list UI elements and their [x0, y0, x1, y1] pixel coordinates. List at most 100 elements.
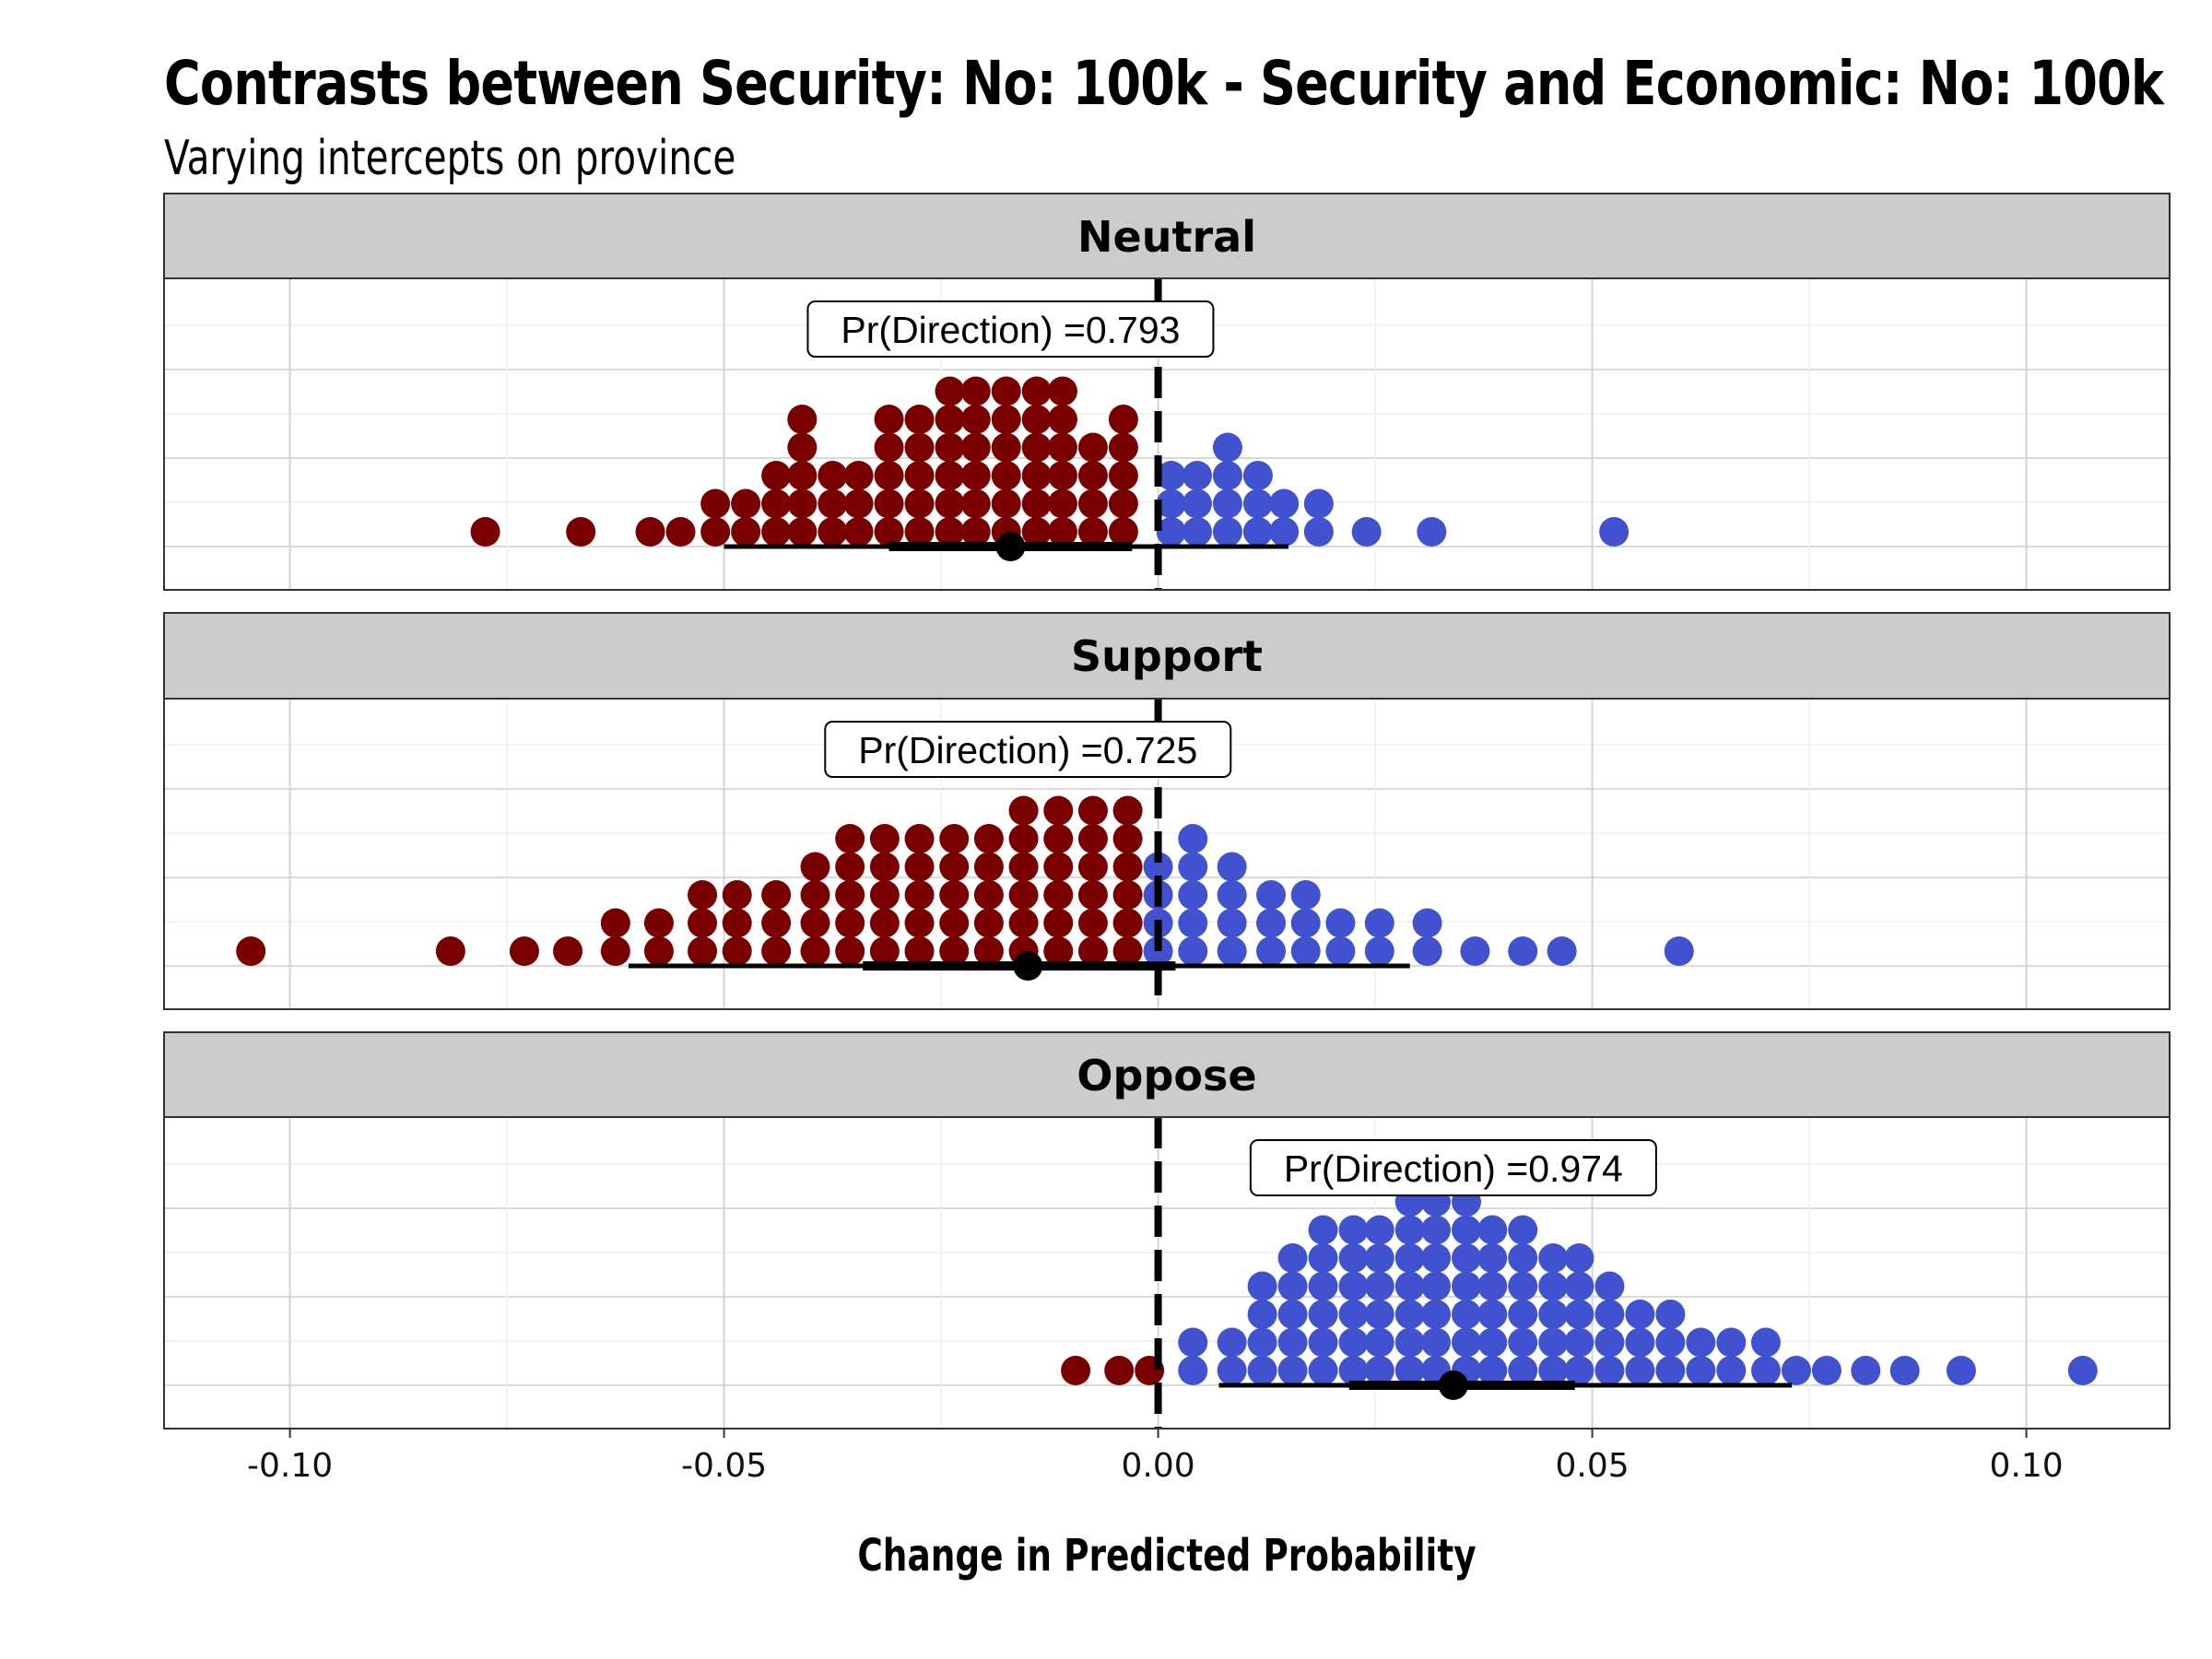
dot-oppose [1421, 1327, 1452, 1358]
dot-support [1077, 852, 1108, 882]
dot-neutral [1212, 461, 1242, 490]
dot-oppose [1338, 1215, 1369, 1245]
dot-oppose [1451, 1215, 1481, 1245]
dot-neutral [1077, 461, 1108, 490]
dot-neutral [818, 488, 848, 519]
dot-neutral [874, 405, 904, 434]
dot-neutral [1021, 461, 1052, 490]
dot-neutral [874, 461, 904, 490]
dot-support [1112, 824, 1143, 853]
dot-neutral [991, 376, 1021, 406]
x-tick-label: -0.10 [247, 1447, 333, 1485]
dot-neutral [960, 517, 991, 547]
x-tick-label: 0.10 [1989, 1447, 2063, 1485]
dot-neutral [1108, 432, 1138, 463]
dot-support [1077, 936, 1108, 966]
dot-neutral [1108, 517, 1138, 547]
dot-support [973, 880, 1004, 910]
dot-neutral [700, 488, 731, 519]
point-estimate-neutral [995, 532, 1026, 561]
dot-support [509, 936, 539, 966]
dot-oppose [1594, 1327, 1625, 1358]
dot-support [1112, 936, 1143, 966]
dot-oppose [1655, 1356, 1686, 1385]
dot-neutral [904, 488, 935, 519]
dot-neutral [470, 517, 500, 547]
dot-neutral [1156, 488, 1186, 519]
dot-support [869, 852, 900, 882]
dot-neutral [1182, 517, 1212, 547]
panel-border-neutral [163, 277, 2171, 591]
dot-neutral [843, 488, 874, 519]
dot-support [1178, 936, 1208, 966]
dot-support [800, 852, 830, 882]
dot-neutral [904, 517, 935, 547]
dot-neutral [761, 517, 792, 547]
dot-support [643, 936, 674, 966]
dot-support [1112, 908, 1143, 938]
dot-support [1508, 936, 1538, 966]
dot-neutral [761, 461, 792, 490]
dot-oppose [1451, 1300, 1481, 1329]
dot-neutral [818, 517, 848, 547]
dot-support [1217, 908, 1247, 938]
dot-support [869, 880, 900, 910]
dot-oppose [1394, 1300, 1425, 1329]
dot-neutral [960, 488, 991, 519]
dot-oppose [1338, 1356, 1369, 1385]
dot-neutral [991, 405, 1021, 434]
dot-support [688, 936, 718, 966]
dot-neutral [1212, 432, 1242, 463]
dot-support [1256, 936, 1287, 966]
dot-support [1178, 852, 1208, 882]
dot-oppose [1421, 1215, 1452, 1245]
dot-oppose [1655, 1300, 1686, 1329]
dot-neutral [635, 517, 665, 547]
dot-support [1256, 880, 1287, 910]
dot-support [722, 936, 752, 966]
dot-oppose [1364, 1243, 1394, 1273]
dot-oppose [1247, 1271, 1277, 1301]
x-tick-label: 0.00 [1122, 1447, 1195, 1485]
dot-support [1290, 908, 1321, 938]
dot-neutral [935, 376, 965, 406]
dot-support [835, 936, 865, 966]
dot-oppose [1594, 1356, 1625, 1385]
dot-oppose [1564, 1271, 1594, 1301]
dot-support [939, 880, 970, 910]
dot-support [688, 880, 718, 910]
annotation-box-oppose [1249, 1139, 1657, 1196]
dot-support [1077, 795, 1108, 826]
dot-oppose [1247, 1356, 1277, 1385]
dot-support [1178, 824, 1208, 853]
dot-oppose [1564, 1327, 1594, 1358]
dot-oppose [1451, 1243, 1481, 1273]
dot-support [1325, 936, 1356, 966]
dot-oppose [1364, 1327, 1394, 1358]
dot-oppose [1421, 1271, 1452, 1301]
dot-oppose [1308, 1271, 1338, 1301]
dot-oppose [1508, 1215, 1538, 1245]
dot-oppose [1178, 1356, 1208, 1385]
dot-support [1008, 824, 1039, 853]
facet-label-support: Support [1071, 631, 1263, 681]
dot-neutral [874, 488, 904, 519]
dot-oppose [1308, 1215, 1338, 1245]
dot-oppose [1308, 1327, 1338, 1358]
dot-support [553, 936, 583, 966]
dot-neutral [935, 405, 965, 434]
dot-support [1178, 908, 1208, 938]
dot-support [800, 880, 830, 910]
dot-neutral [874, 517, 904, 547]
dot-neutral [1077, 432, 1108, 463]
dot-support [869, 908, 900, 938]
dot-oppose [1811, 1356, 1841, 1385]
dot-neutral [1047, 461, 1077, 490]
dot-neutral [960, 376, 991, 406]
dot-oppose [1477, 1215, 1508, 1245]
dot-neutral [1156, 517, 1186, 547]
dot-support [835, 852, 865, 882]
dot-oppose [1277, 1356, 1308, 1385]
dot-support [1217, 852, 1247, 882]
dot-oppose [1364, 1300, 1394, 1329]
